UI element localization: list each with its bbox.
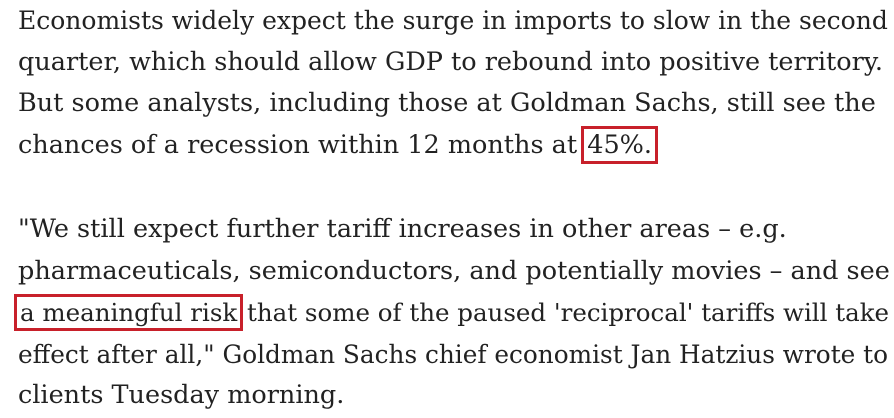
text-line: clients Tuesday morning. [18,380,345,410]
text-line: "We still expect further tariff increase… [18,214,787,244]
text-line: quarter, which should allow GDP to rebou… [18,46,883,77]
highlight-box-meaningful-risk: a meaningful risk [13,294,244,331]
text-line: effect after all," Goldman Sachs chief e… [18,339,889,369]
text-line: pharmaceuticals, semiconductors, and pot… [18,255,890,286]
paragraph-goldman-quote: "We still expect further tariff increase… [13,209,890,417]
paragraph-spacer [18,166,888,209]
text-line: chances of a recession within 12 months … [18,125,888,167]
paragraph-recession-odds: Economists widely expect the surge in im… [18,0,888,166]
highlight-box-recession-probability: 45%. [581,125,659,164]
text-line: Economists widely expect the surge in im… [18,6,888,35]
article-body: Economists widely expect the surge in im… [13,0,890,417]
text-segment: that some of the paused 'reciprocal' tar… [239,298,890,327]
text-line: But some analysts, including those at Go… [18,88,876,118]
text-segment: chances of a recession within 12 months … [18,129,586,160]
text-line: a meaningful risk that some of the pause… [13,292,890,334]
